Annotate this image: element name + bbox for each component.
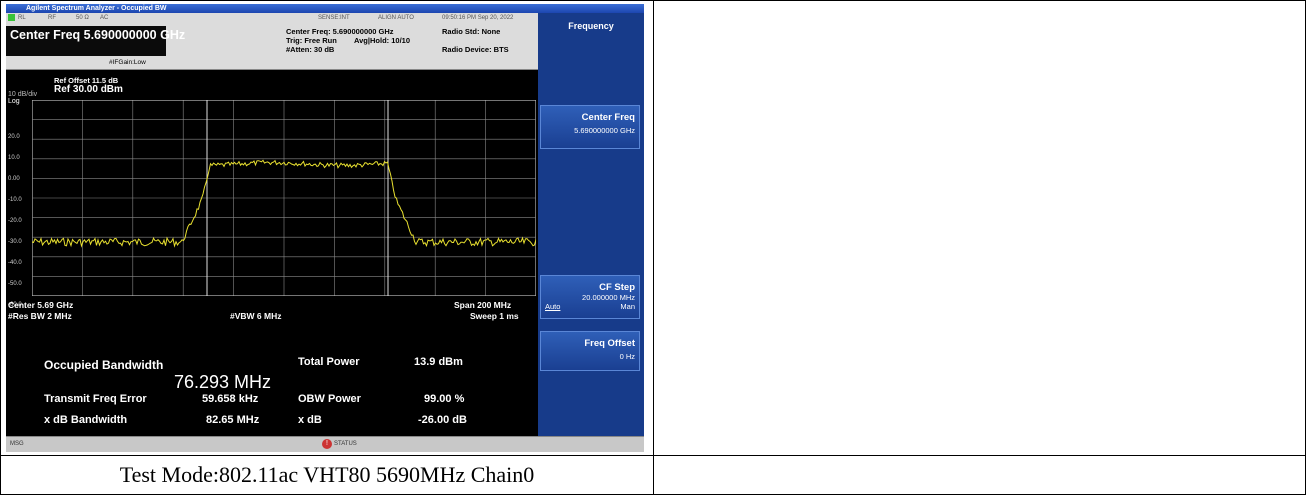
scale-type: Log <box>8 98 20 105</box>
sweep: Sweep 1 ms <box>470 311 519 321</box>
center-freq-softkey[interactable]: Center Freq 5.690000000 GHz <box>540 105 640 149</box>
sense-indicator: SENSE:INT <box>318 15 350 21</box>
spectrum-trace <box>32 159 536 248</box>
coupling-indicator: AC <box>100 15 109 21</box>
center-freq-softkey-value: 5.690000000 GHz <box>574 126 635 135</box>
freq-offset-softkey-value: 0 Hz <box>619 352 635 361</box>
y-tick: 0.00 <box>8 176 20 182</box>
radio-std: Radio Std: None <box>442 27 501 36</box>
center-freq-readout[interactable]: Center Freq 5.690000000 GHz <box>6 26 185 56</box>
total-power-label: Total Power <box>298 356 360 368</box>
status-led-icon <box>8 14 15 21</box>
if-gain: #IFGain:Low <box>109 59 146 66</box>
align-indicator: ALIGN AUTO <box>378 15 414 21</box>
table-border-left <box>0 0 1 495</box>
spectrum-analyzer-window: Agilent Spectrum Analyzer - Occupied BW … <box>6 4 644 452</box>
trigger-info: Trig: Free Run <box>286 36 337 45</box>
status-alert-icon: ! <box>322 439 332 449</box>
y-tick: 10.0 <box>8 155 20 161</box>
impedance-indicator: 50 Ω <box>76 15 89 21</box>
span: Span 200 MHz <box>454 300 512 310</box>
ref-level: Ref 30.00 dBm <box>54 84 123 95</box>
tx-freq-error-label: Transmit Freq Error <box>44 393 147 405</box>
freq-offset-softkey[interactable]: Freq Offset 0 Hz <box>540 331 640 371</box>
freq-offset-softkey-label: Freq Offset <box>584 338 635 349</box>
status-msg: MSG <box>10 441 24 447</box>
cf-step-softkey[interactable]: CF Step 20.000000 MHz Auto Man <box>540 275 640 319</box>
xdb-value: -26.00 dB <box>418 414 467 426</box>
y-tick: 20.0 <box>8 134 20 140</box>
atten-info: #Atten: 30 dB <box>286 45 335 54</box>
datetime: 09:50:16 PM Sep 20, 2022 <box>442 15 514 21</box>
vbw: #VBW 6 MHz <box>230 311 282 321</box>
cf-step-softkey-value: 20.000000 MHz <box>582 293 635 302</box>
xdb-label: x dB <box>298 414 322 426</box>
center-freq-softkey-label: Center Freq <box>581 112 635 123</box>
cf-step-man[interactable]: Man <box>620 302 635 311</box>
tx-freq-error-value: 59.658 kHz <box>202 393 259 405</box>
center-freq-bottom: Center 5.69 GHz <box>8 300 74 310</box>
occupied-bw-label: Occupied Bandwidth <box>44 358 164 372</box>
table-border-center <box>653 0 654 495</box>
status-bar: MSG ! STATUS <box>6 436 644 452</box>
xdb-bw-value: 82.65 MHz <box>206 414 260 426</box>
scale-per-div: 10 dB/div <box>8 91 38 98</box>
res-bw: #Res BW 2 MHz <box>8 311 72 321</box>
obw-power-label: OBW Power <box>298 393 361 405</box>
radio-device: Radio Device: BTS <box>442 45 509 54</box>
center-freq-info: Center Freq: 5.690000000 GHz <box>286 27 394 36</box>
y-tick: -10.0 <box>8 197 22 203</box>
avg-hold-info: Avg|Hold: 10/10 <box>354 36 411 45</box>
cf-step-auto[interactable]: Auto <box>545 302 561 311</box>
measurement-results: Occupied Bandwidth 76.293 MHz Total Powe… <box>6 348 538 434</box>
spectrum-graticule <box>32 100 536 296</box>
y-tick: -30.0 <box>8 239 22 245</box>
obw-power-value: 99.00 % <box>424 393 465 405</box>
ref-offset: Ref Offset 11.5 dB <box>54 76 119 85</box>
status-label[interactable]: STATUS <box>334 441 357 447</box>
menu-title: Frequency <box>568 21 614 31</box>
xdb-bw-label: x dB Bandwidth <box>44 414 128 426</box>
occupied-bw-value: 76.293 MHz <box>174 372 272 392</box>
window-title: Agilent Spectrum Analyzer - Occupied BW <box>6 4 644 13</box>
softkey-menu: Frequency Center Freq 5.690000000 GHz CF… <box>538 13 644 436</box>
rl-indicator: RL <box>18 15 26 21</box>
y-tick: -60.0 <box>8 302 22 308</box>
spectrum-plot-area: Ref Offset 11.5 dB Ref 30.00 dBm 10 dB/d… <box>6 70 538 348</box>
center-freq-label: Center Freq 5.690000000 GHz <box>10 28 186 42</box>
test-mode-caption: Test Mode:802.11ac VHT80 5690MHz Chain0 <box>119 462 535 487</box>
rf-indicator: RF <box>48 15 56 21</box>
settings-header: RL RF 50 Ω AC SENSE:INT ALIGN AUTO 09:50… <box>6 13 538 70</box>
y-tick: -50.0 <box>8 281 22 287</box>
total-power-value: 13.9 dBm <box>414 356 463 368</box>
y-tick: -40.0 <box>8 260 22 266</box>
y-tick: -20.0 <box>8 218 22 224</box>
cf-step-softkey-label: CF Step <box>599 282 635 293</box>
